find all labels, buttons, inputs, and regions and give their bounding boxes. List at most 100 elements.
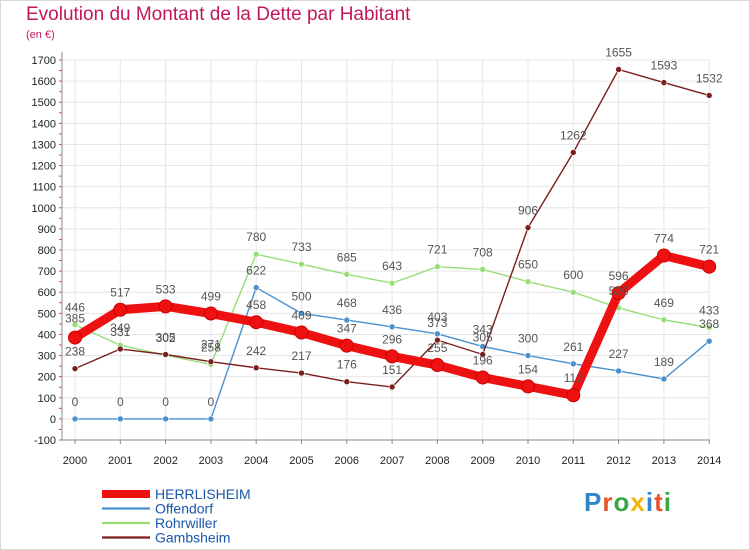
chart-title: Evolution du Montant de la Dette par Hab…	[26, 4, 411, 25]
data-point-rohrwiller	[705, 324, 713, 331]
y-tick-label: 1300	[32, 139, 56, 151]
data-point-offendorf	[615, 367, 622, 375]
data-point-herrlisheim	[339, 338, 354, 353]
data-label-layer: 385 517 533 499 458 409 347 296 255 196 154 112 596 7…	[65, 46, 723, 409]
data-point-rohrwiller	[71, 321, 79, 329]
data-label-herrlisheim: 517	[110, 286, 130, 300]
data-point-offendorf	[569, 360, 577, 368]
data-label-rohrwiller: 685	[337, 250, 357, 264]
data-point-gambsheim	[388, 383, 396, 391]
data-point-offendorf	[434, 330, 441, 338]
data-label-rohrwiller: 349	[110, 321, 130, 335]
data-label-gambsheim: 238	[65, 345, 85, 359]
data-point-gambsheim	[705, 92, 713, 99]
y-tick-label: 1600	[32, 76, 56, 88]
x-tick-label: 2007	[380, 455, 404, 467]
data-point-offendorf	[705, 337, 713, 345]
data-point-rohrwiller	[298, 260, 305, 268]
x-tick-label: 2013	[652, 455, 676, 467]
data-label-gambsheim: 271	[201, 338, 221, 352]
data-label-herrlisheim: 347	[337, 322, 357, 336]
data-label-rohrwiller: 469	[654, 296, 674, 310]
data-label-herrlisheim: 596	[609, 269, 629, 283]
data-label-gambsheim: 242	[246, 344, 266, 358]
data-point-offendorf	[298, 310, 305, 317]
logo-letter: i	[663, 487, 672, 517]
data-label-herrlisheim: 255	[427, 341, 447, 355]
data-label-offendorf: 403	[427, 310, 447, 324]
data-label-rohrwiller: 780	[246, 230, 266, 244]
y-tick-label: 1500	[32, 97, 56, 109]
data-point-herrlisheim	[294, 325, 309, 340]
data-label-herrlisheim: 385	[65, 312, 85, 326]
y-tick-label: 100	[38, 393, 56, 405]
data-label-herrlisheim: 154	[518, 362, 538, 376]
chart-unit-label: (en €)	[26, 29, 55, 41]
logo-letter: x	[630, 487, 646, 517]
y-tick-label: 1100	[32, 182, 56, 194]
y-tick-label: -100	[34, 435, 56, 447]
data-point-rohrwiller	[388, 279, 396, 287]
data-label-offendorf: 622	[246, 264, 266, 278]
data-point-gambsheim	[343, 378, 351, 386]
x-tick-label: 2001	[108, 455, 132, 467]
data-label-gambsheim: 1262	[560, 128, 587, 142]
y-tick-label: 500	[38, 308, 56, 320]
data-point-herrlisheim	[203, 306, 218, 321]
x-tick-label: 2002	[153, 455, 177, 467]
data-point-offendorf	[207, 415, 215, 423]
y-tick-label: 0	[50, 414, 56, 426]
data-label-rohrwiller: 446	[65, 301, 85, 315]
proxiti-logo: Proxiti	[584, 487, 672, 518]
data-label-gambsheim: 305	[156, 331, 176, 345]
data-label-rohrwiller: 643	[382, 259, 402, 273]
data-label-rohrwiller: 302	[156, 331, 176, 345]
data-label-offendorf: 189	[654, 355, 674, 369]
data-point-offendorf	[388, 323, 396, 331]
data-label-gambsheim: 1655	[605, 46, 632, 60]
data-label-offendorf: 0	[208, 395, 215, 409]
data-point-gambsheim	[162, 351, 169, 358]
data-point-offendorf	[343, 316, 351, 324]
data-point-offendorf	[71, 415, 79, 423]
data-label-offendorf: 343	[473, 322, 493, 336]
x-tick-label: 2012	[606, 455, 630, 467]
data-label-rohrwiller: 433	[699, 303, 719, 317]
data-point-herrlisheim	[656, 248, 671, 263]
data-label-offendorf: 500	[291, 289, 311, 303]
data-point-offendorf	[252, 284, 260, 291]
logo-letter: t	[654, 487, 664, 517]
data-label-herrlisheim: 721	[699, 243, 719, 257]
data-label-herrlisheim: 296	[382, 332, 402, 346]
data-point-gambsheim	[434, 336, 441, 344]
data-label-gambsheim: 176	[337, 358, 357, 372]
x-tick-label: 2003	[199, 455, 223, 467]
data-label-rohrwiller: 258	[201, 340, 221, 354]
data-point-gambsheim	[524, 224, 532, 231]
data-label-herrlisheim: 112	[564, 371, 583, 385]
data-point-rohrwiller	[479, 266, 487, 273]
data-label-rohrwiller: 650	[518, 258, 538, 272]
data-point-herrlisheim	[475, 370, 490, 385]
logo-letter: r	[602, 487, 614, 517]
data-point-gambsheim	[117, 345, 124, 353]
data-label-herrlisheim: 774	[654, 231, 674, 245]
y-tick-label: 1200	[32, 161, 56, 173]
y-tick-label: 1700	[32, 55, 56, 67]
data-point-offendorf	[162, 415, 169, 423]
grid-layer	[62, 59, 710, 441]
data-label-rohrwiller: 526	[609, 284, 629, 298]
data-label-rohrwiller: 733	[291, 240, 311, 254]
data-label-herrlisheim: 533	[156, 282, 176, 296]
data-point-rohrwiller	[660, 316, 668, 324]
data-label-rohrwiller: 708	[473, 245, 493, 259]
data-label-offendorf: 436	[382, 303, 402, 317]
data-point-herrlisheim	[566, 388, 581, 403]
data-point-offendorf	[117, 415, 124, 423]
data-label-rohrwiller: 721	[427, 243, 447, 257]
y-tick-label: 600	[38, 287, 56, 299]
legend-label-rohrwiller: Rohrwiller	[155, 515, 218, 531]
legend-label-gambsheim: Gambsheim	[155, 530, 230, 546]
